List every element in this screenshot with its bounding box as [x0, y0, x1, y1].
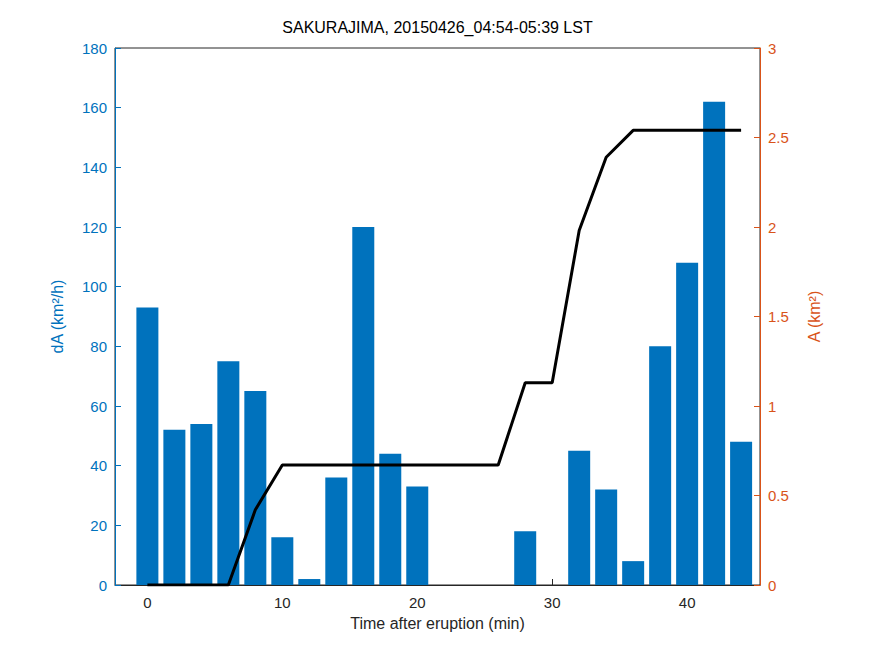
svg-text:20: 20	[409, 594, 426, 611]
svg-text:140: 140	[82, 159, 107, 176]
svg-text:Time after eruption (min): Time after eruption (min)	[350, 615, 525, 632]
svg-text:SAKURAJIMA, 20150426_04:54-05:: SAKURAJIMA, 20150426_04:54-05:39 LST	[282, 19, 593, 37]
svg-text:2.5: 2.5	[768, 129, 789, 146]
svg-text:0.5: 0.5	[768, 487, 789, 504]
svg-text:40: 40	[90, 457, 107, 474]
svg-text:120: 120	[82, 219, 107, 236]
svg-text:40: 40	[679, 594, 696, 611]
svg-text:0: 0	[143, 594, 151, 611]
svg-text:10: 10	[274, 594, 291, 611]
svg-text:dA (km²/h): dA (km²/h)	[49, 280, 66, 354]
svg-text:20: 20	[90, 517, 107, 534]
svg-text:3: 3	[768, 40, 776, 57]
svg-text:0: 0	[768, 577, 776, 594]
svg-text:1.5: 1.5	[768, 308, 789, 325]
svg-text:100: 100	[82, 278, 107, 295]
svg-text:60: 60	[90, 398, 107, 415]
svg-text:160: 160	[82, 99, 107, 116]
svg-text:0: 0	[99, 577, 107, 594]
svg-text:1: 1	[768, 398, 776, 415]
svg-text:A (km²): A (km²)	[806, 291, 823, 343]
svg-text:30: 30	[544, 594, 561, 611]
svg-text:80: 80	[90, 338, 107, 355]
svg-text:180: 180	[82, 40, 107, 57]
svg-text:2: 2	[768, 219, 776, 236]
